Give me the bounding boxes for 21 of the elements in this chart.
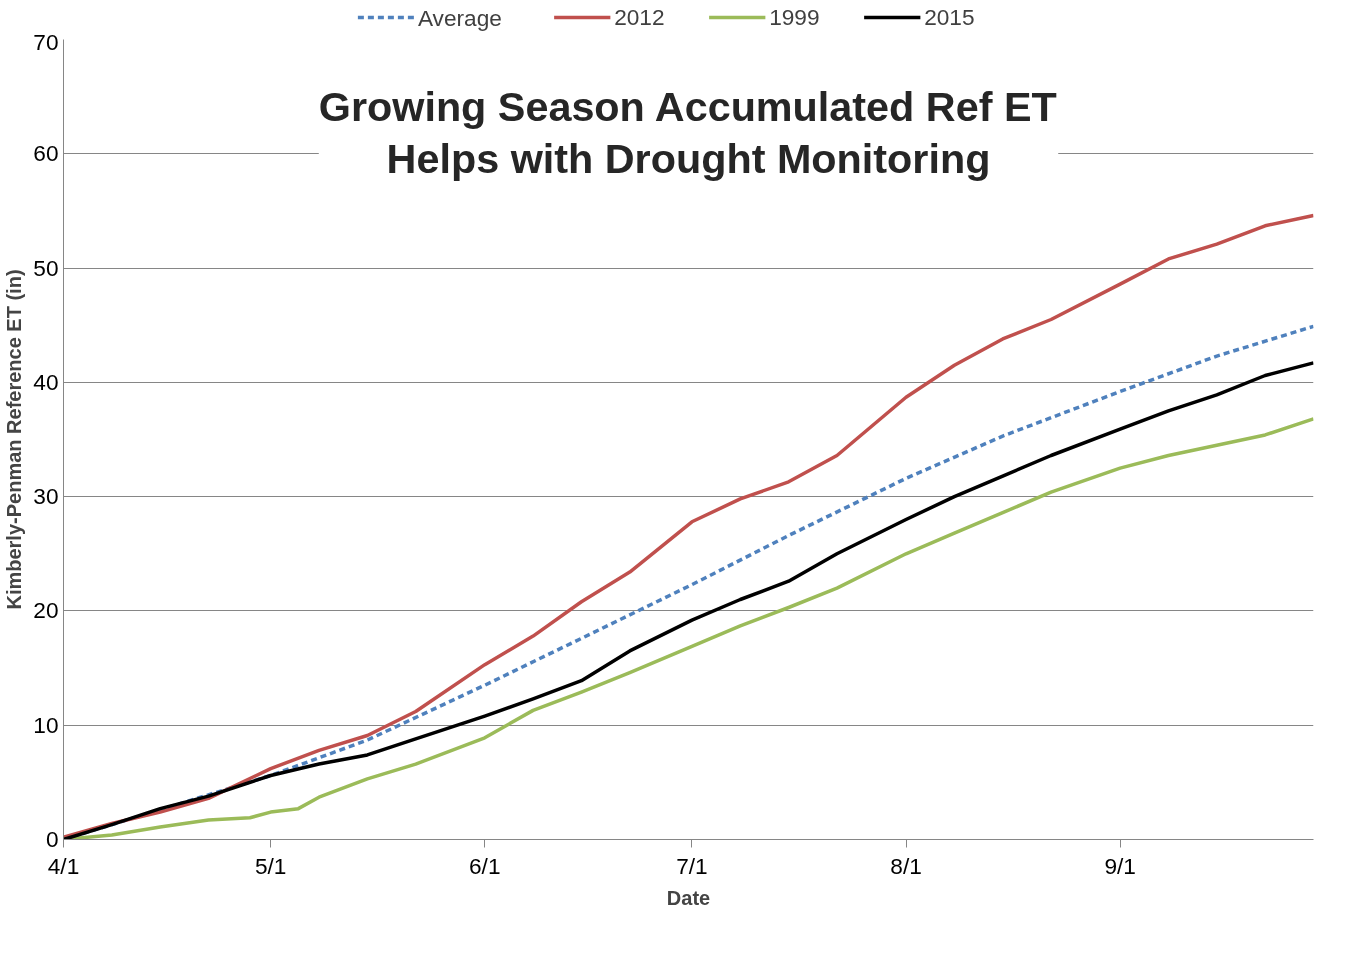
y-tick-label: 20 (33, 597, 59, 624)
y-tick-label: 60 (33, 140, 59, 167)
x-tick-label: 5/1 (254, 852, 287, 879)
legend-label: 2015 (924, 4, 975, 30)
legend-label: 1999 (769, 4, 820, 30)
y-tick-label: 50 (33, 254, 59, 281)
y-tick-label: 10 (33, 711, 59, 738)
x-tick-label: 9/1 (1104, 852, 1136, 879)
x-axis-title: Date (666, 886, 711, 909)
text: Growing Season Accumulated Ref ET Helps with Drought Monitoring (318, 83, 1057, 183)
y-tick-label: 70 (33, 28, 59, 55)
x-tick-label: 6/1 (469, 852, 501, 879)
y-axis-title: Kimberly-Penman Reference ET (in) (3, 269, 26, 610)
legend-label: Average (417, 4, 502, 31)
x-tick-label: 4/1 (47, 852, 80, 879)
y-tick-label: 40 (33, 368, 59, 395)
x-tick-label: 7/1 (676, 852, 708, 879)
x-tick-label: 8/1 (890, 852, 922, 879)
y-tick-label: 30 (33, 483, 59, 510)
y-tick-label: 0 (45, 826, 59, 852)
legend-label: 2012 (614, 4, 665, 30)
